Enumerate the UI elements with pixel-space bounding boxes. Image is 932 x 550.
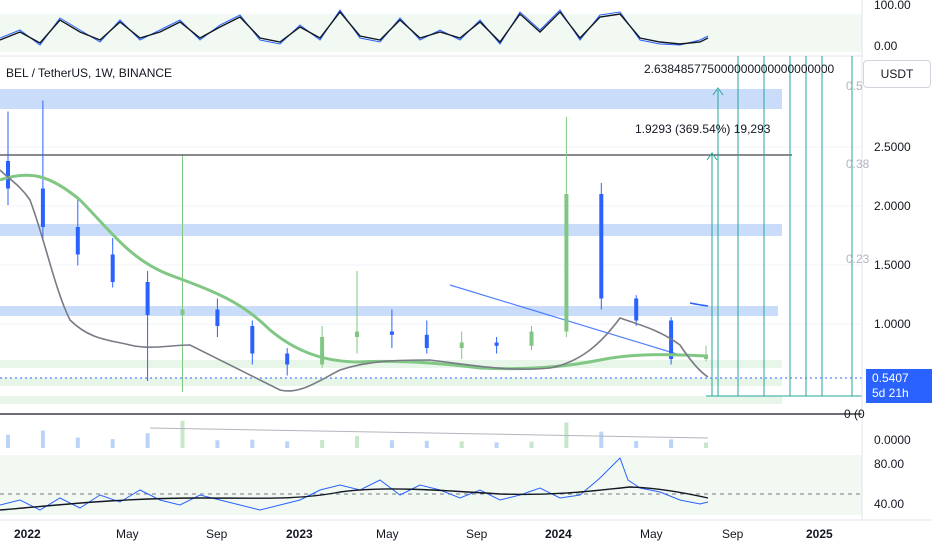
top-osc-axis-0: 0.00 <box>874 39 898 53</box>
top-osc-black <box>0 10 709 45</box>
arrow-head-1 <box>706 152 718 161</box>
arrow-head-2 <box>712 87 724 96</box>
volume-bar <box>424 440 429 448</box>
overlapping-measure-labels: 2.638485775000000000000000000 <box>644 62 835 76</box>
price-axis-1-0: 1.0000 <box>874 317 911 331</box>
time-axis-label: 2025 <box>806 527 833 541</box>
candle-body[interactable] <box>389 331 394 335</box>
time-axis-label: May <box>376 527 399 541</box>
support-zone-2[interactable] <box>0 378 782 386</box>
time-axis-label: 2022 <box>14 527 41 541</box>
volume-bar <box>355 435 359 448</box>
volume-bar <box>145 433 150 448</box>
fib-label-0-23: 0.23 <box>846 252 870 266</box>
candle-body[interactable] <box>494 342 499 346</box>
fib-label-0-38: 0.38 <box>846 157 870 171</box>
resistance-zone-3[interactable] <box>0 306 778 316</box>
time-axis-label: 2024 <box>545 527 572 541</box>
volume-bar <box>704 442 708 448</box>
volume-bar <box>634 440 639 448</box>
last-price-tag: 0.5407 5d 21h <box>866 369 932 403</box>
candle-body[interactable] <box>424 334 429 348</box>
time-axis-label: Sep <box>466 527 488 541</box>
candle-body[interactable] <box>459 342 464 349</box>
candle-body[interactable] <box>564 194 569 332</box>
candle-body[interactable] <box>110 254 115 283</box>
volume-bar <box>75 437 80 448</box>
top-osc-axis-100: 100.00 <box>874 0 911 12</box>
candle-body[interactable] <box>355 331 359 338</box>
candle-body[interactable] <box>180 309 185 316</box>
volume-axis-0: 0.0000 <box>874 433 911 447</box>
candle-body[interactable] <box>250 326 255 354</box>
last-price-value: 0.5407 <box>872 371 909 385</box>
candle-body[interactable] <box>215 309 220 327</box>
ma-slow-line <box>0 173 709 371</box>
bottom-osc-band <box>0 455 862 515</box>
volume-bar <box>40 430 45 448</box>
volume-bar <box>669 439 674 448</box>
candle-body[interactable] <box>40 188 45 228</box>
volume-bar <box>320 439 325 448</box>
candle-body[interactable] <box>529 331 534 346</box>
bottom-osc-black <box>0 486 709 511</box>
price-axis-2-5: 2.5000 <box>874 140 911 154</box>
price-axis-2-0: 2.0000 <box>874 199 911 213</box>
volume-bar <box>110 439 115 448</box>
candle-body[interactable] <box>145 282 150 315</box>
resistance-zone-2[interactable] <box>0 224 782 236</box>
trendline-hook[interactable] <box>689 302 709 307</box>
volume-bar <box>459 441 464 448</box>
candle-body[interactable] <box>634 298 639 321</box>
volume-bar <box>494 442 499 448</box>
volume-ma-line <box>149 427 709 439</box>
volume-bar <box>250 439 255 448</box>
currency-button[interactable]: USDT <box>863 60 931 88</box>
price-axis-1-5: 1.5000 <box>874 258 911 272</box>
volume-bar <box>599 431 604 448</box>
bottom-osc-axis-40: 40.00 <box>874 497 905 511</box>
measure-label: 1.9293 (369.54%) 19,293 <box>635 122 771 136</box>
candle-body[interactable] <box>599 194 604 299</box>
zero-level-label: 0 (0 <box>844 407 865 421</box>
symbol-title[interactable]: BEL / TetherUS, 1W, BINANCE <box>6 66 173 80</box>
candle-body[interactable] <box>6 161 10 189</box>
time-axis-label: May <box>116 527 139 541</box>
time-axis-label: Sep <box>206 527 228 541</box>
time-axis-label: May <box>640 527 663 541</box>
volume-bar <box>180 420 185 448</box>
bar-countdown: 5d 21h <box>872 386 909 400</box>
volume-bar <box>215 440 220 448</box>
bottom-osc-axis-80: 80.00 <box>874 457 905 471</box>
support-zone-3[interactable] <box>0 396 782 404</box>
measure-arrows[interactable] <box>706 56 862 397</box>
volume-bar <box>6 434 10 448</box>
support-zone-1[interactable] <box>0 360 782 368</box>
candle-body[interactable] <box>285 353 290 365</box>
top-osc-blue <box>0 9 709 46</box>
fib-label-0-5: 0.5 <box>846 79 863 93</box>
volume-bar <box>529 441 534 448</box>
volume-bars <box>6 420 708 448</box>
volume-bar <box>285 441 290 448</box>
ma-fast-line <box>0 169 709 392</box>
time-axis-label: 2023 <box>286 527 313 541</box>
volume-bar <box>389 440 394 448</box>
candle-body[interactable] <box>75 227 80 255</box>
time-axis-label: Sep <box>722 527 744 541</box>
candle-body[interactable] <box>320 337 325 365</box>
resistance-zone-1[interactable] <box>0 89 782 109</box>
top-osc-band <box>0 14 862 52</box>
candles[interactable] <box>6 100 708 393</box>
